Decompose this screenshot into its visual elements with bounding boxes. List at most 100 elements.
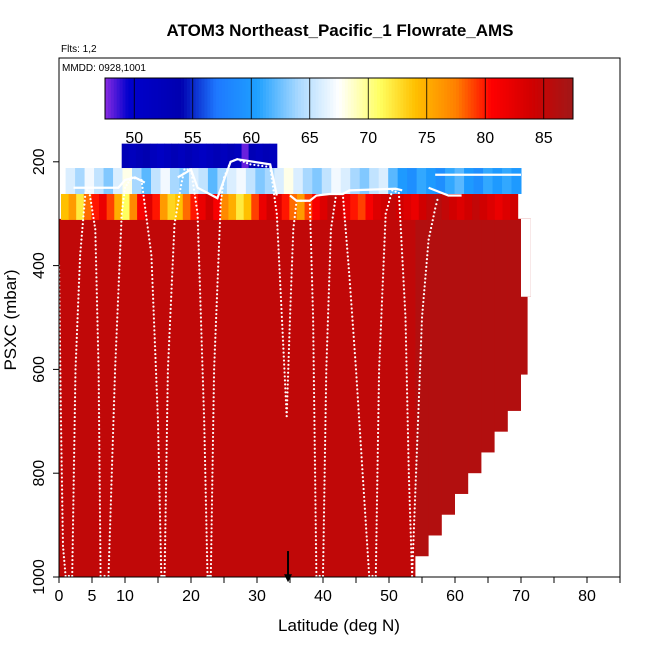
flight-track-dot [378, 348, 382, 351]
flight-track-dot [165, 463, 168, 466]
flight-track-dot [381, 280, 384, 283]
flight-track-dot [309, 223, 312, 226]
flight-track-dot [413, 511, 416, 514]
flight-track-dot [363, 503, 366, 506]
flight-track-dot [309, 239, 313, 243]
colorbar-segment [207, 78, 211, 119]
flight-track-dot [314, 495, 317, 498]
flight-track-dot [381, 292, 384, 295]
flight-track-dot [287, 344, 291, 347]
heatmap-cell-light [103, 168, 114, 194]
flight-track-dot [198, 272, 201, 275]
colorbar-segment [570, 78, 574, 119]
flight-track-dot [313, 395, 316, 399]
flight-track-dot [379, 324, 383, 327]
flight-track-dot [214, 340, 217, 343]
flight-track-dot [114, 356, 117, 359]
flight-track-dot [328, 264, 331, 267]
flight-track-dot [96, 312, 99, 315]
flight-track-dot [99, 543, 102, 546]
flight-track-dot [312, 320, 315, 323]
flight-track-dot [380, 316, 383, 319]
flight-track-dot [148, 242, 151, 245]
flight-track-dot [349, 295, 352, 298]
flight-track-dot [198, 260, 201, 263]
flight-track-dot [216, 285, 219, 288]
flight-track-dot [323, 459, 326, 462]
flight-track-dot [165, 475, 168, 478]
flight-track-dot [376, 483, 379, 486]
flight-track-dot [355, 384, 359, 387]
flight-track-dot [60, 456, 63, 459]
flight-track-dot [95, 292, 98, 295]
flight-track-dot [359, 436, 362, 439]
flight-track-dot [108, 535, 111, 538]
flight-track-dot [151, 277, 154, 281]
flight-track-dot [113, 380, 116, 383]
flight-track-dot [171, 259, 174, 262]
flight-track-dot [411, 562, 414, 566]
flight-track-dot [95, 272, 98, 275]
flight-track-dot [73, 423, 76, 427]
flight-track-dot [357, 404, 360, 407]
flight-track-dot [213, 348, 216, 351]
flight-track-dot [314, 503, 317, 506]
flight-track-dot [427, 238, 430, 241]
flight-track-dot [365, 539, 369, 542]
heatmap-cell-light [378, 168, 389, 194]
flight-track-dot [98, 495, 101, 498]
flight-track-dot [114, 348, 118, 351]
flight-track-dot [380, 320, 383, 323]
flight-track-dot [375, 523, 378, 526]
colorbar-segment [482, 78, 486, 119]
flight-track-dot [203, 436, 206, 439]
flight-track-dot [202, 408, 205, 411]
flight-track-dot [71, 527, 75, 530]
flight-track-dot [116, 316, 119, 319]
flight-track-dot [418, 387, 421, 391]
heatmap-cell-light [435, 168, 446, 194]
flight-track-dot [408, 499, 411, 502]
flight-track-dot [323, 487, 326, 490]
colorbar-segment [520, 78, 524, 119]
colorbar-segment [265, 78, 270, 119]
heatmap-cell-upper [243, 193, 252, 220]
colorbar-segment [458, 78, 463, 119]
flight-track-dot [310, 264, 313, 267]
flight-track-dot [286, 391, 289, 394]
flight-track-dot [376, 463, 379, 466]
flight-track-dot [210, 555, 213, 558]
flight-track-dot [97, 404, 101, 407]
flight-track-dot [78, 277, 81, 280]
colorbar-segment [222, 78, 226, 119]
flight-track-dot [322, 511, 326, 514]
flight-track-dot [367, 563, 370, 566]
heatmap-cell-upper [258, 193, 268, 220]
flight-track-dot [76, 321, 79, 324]
heatmap-cell-light [75, 168, 86, 194]
flight-track-dot [313, 471, 317, 474]
flight-track-dot [287, 359, 290, 362]
flight-track-dot [154, 352, 157, 356]
flight-track-dot [163, 570, 166, 574]
flight-track-dot [387, 200, 391, 204]
flight-track-dot [153, 325, 156, 328]
flight-track-dot [120, 224, 123, 227]
flight-track-dot [204, 471, 207, 474]
flight-track-dot [202, 412, 206, 415]
flight-track-dot [325, 360, 328, 363]
flight-track-dot [150, 265, 153, 269]
flight-track-dot [94, 248, 97, 251]
flight-track-dot [299, 199, 303, 202]
flight-track-dot [217, 265, 220, 268]
flight-track-dot [375, 499, 379, 502]
flight-track-dot [217, 249, 220, 252]
flight-track-dot [153, 341, 156, 344]
flight-track-dot [82, 211, 85, 214]
flight-track-dot [311, 304, 314, 307]
flight-track-dot [329, 228, 333, 231]
heatmap-cell-light [293, 168, 304, 194]
flight-track-dot [158, 483, 161, 486]
heatmap-cell-light [369, 168, 380, 194]
